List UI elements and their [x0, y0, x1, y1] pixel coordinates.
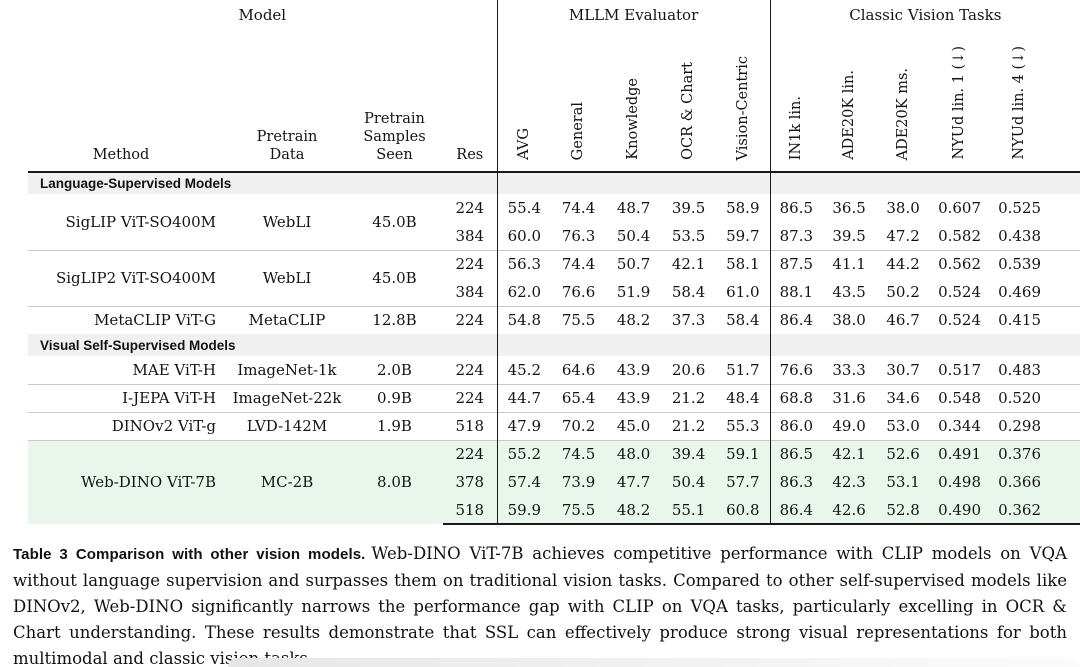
cell-nyud4: 0.525 — [998, 199, 1042, 217]
col-header-avg: AVG — [496, 26, 552, 173]
table-row-siglip2-224: SigLIP2 ViT-SO400M WebLI 45.0B 224 56.3 … — [28, 249, 1080, 306]
cell-knowledge: 48.7 — [616, 199, 651, 217]
cell-ocr: 39.5 — [671, 199, 706, 217]
group-header-model: Model — [238, 6, 287, 24]
table-row-webdino-378: 378 57.4 73.9 47.7 50.4 57.7 86.3 42.3 5… — [28, 468, 1080, 496]
cell-avg: 55.4 — [496, 194, 552, 222]
col-header-res: Res — [443, 26, 498, 173]
table-row-mae: MAE ViT-H ImageNet-1k 2.0B 224 45.2 64.6… — [28, 356, 1080, 384]
group-header-classic-vision-tasks: Classic Vision Tasks — [769, 0, 1080, 26]
table-caption: Table 3 Comparison with other vision mode… — [13, 541, 1067, 667]
group-header-mllm-evaluator: MLLM Evaluator — [496, 0, 771, 26]
section-label: Language-Supervised Models — [28, 172, 498, 194]
col-header-knowledge: Knowledge — [606, 26, 662, 173]
table-row-siglip-224: SigLIP ViT-SO400M WebLI 45.0B 224 55.4 7… — [28, 194, 1080, 231]
table-row-siglip2-384: 384 62.0 76.6 51.9 58.4 61.0 88.1 43.5 5… — [28, 278, 1080, 306]
res-cell: 518 — [443, 411, 498, 440]
comparison-table: Model MLLM Evaluator Classic Vision Task… — [28, 0, 1080, 525]
table-row-siglip-384: 384 60.0 76.3 50.4 53.5 59.7 87.3 39.5 4… — [28, 222, 1080, 250]
cell-ade-lin: 36.5 — [832, 199, 866, 217]
section-language-supervised: Language-Supervised Models — [28, 172, 1080, 194]
res-cell: 224 — [443, 439, 498, 468]
method-cell: SigLIP ViT-SO400M — [65, 212, 217, 231]
caption-label: Table 3 — [13, 546, 68, 563]
res-cell: 224 — [455, 360, 485, 379]
res-cell: 378 — [443, 468, 498, 496]
res-cell: 224 — [455, 199, 485, 217]
section-label: Visual Self-Supervised Models — [28, 334, 498, 356]
pretrain-data-cell: ImageNet-1k — [237, 360, 337, 379]
column-header-row: Method Pretrain Data Pretrain Samples Se… — [28, 26, 1080, 173]
samples-cell: 45.0B — [372, 212, 417, 231]
col-header-ade20k-ms: ADE20K ms. — [876, 26, 931, 173]
res-cell: 518 — [443, 496, 498, 525]
col-header-ade20k-lin: ADE20K lin. — [822, 26, 877, 173]
col-header-filler — [1050, 26, 1080, 173]
pretrain-data-cell: ImageNet-22k — [228, 383, 346, 412]
cell-vision: 58.9 — [726, 199, 760, 217]
pretrain-data-cell: MetaCLIP — [228, 305, 346, 334]
col-header-pretrain-samples-seen: Pretrain Samples Seen — [346, 26, 443, 173]
res-cell: 384 — [455, 282, 485, 301]
method-cell: MetaCLIP ViT-G — [28, 305, 228, 334]
col-header-general: General — [551, 26, 607, 173]
samples-cell: 45.0B — [346, 249, 443, 306]
col-header-vision-centric: Vision-Centric — [716, 26, 771, 173]
col-header-in1k-lin: IN1k lin. — [769, 26, 823, 173]
table-row-ijepa: I-JEPA ViT-H ImageNet-22k 0.9B 224 44.7 … — [28, 383, 1080, 412]
cell-ade-ms: 38.0 — [886, 199, 920, 217]
pretrain-data-cell: WebLI — [262, 212, 312, 231]
col-header-pretrain-data: Pretrain Data — [228, 26, 346, 173]
col-header-nyud-lin-1: NYUd lin. 1 (↓) — [930, 26, 990, 173]
column-group-header-row: Model MLLM Evaluator Classic Vision Task… — [28, 0, 1080, 26]
samples-cell: 12.8B — [346, 305, 443, 334]
cell-nyud1: 0.607 — [938, 199, 982, 217]
table-row-webdino-224: Web-DINO ViT-7B MC-2B 8.0B 224 55.2 74.5… — [28, 439, 1080, 524]
pretrain-data-cell: LVD-142M — [228, 411, 346, 440]
res-cell: 224 — [443, 249, 498, 278]
samples-cell: 8.0B — [346, 439, 443, 524]
col-header-nyud-lin-4: NYUd lin. 4 (↓) — [989, 26, 1051, 173]
caption-body: Web-DINO ViT-7B achieves competitive per… — [13, 544, 1067, 667]
pretrain-data-cell: WebLI — [228, 249, 346, 306]
table-row-webdino-518: 518 59.9 75.5 48.2 55.1 60.8 86.4 42.6 5… — [28, 496, 1080, 525]
method-cell: MAE ViT-H — [132, 360, 217, 379]
method-cell: I-JEPA ViT-H — [28, 383, 228, 412]
section-visual-self-supervised: Visual Self-Supervised Models — [28, 334, 1080, 356]
samples-cell: 2.0B — [377, 360, 412, 379]
pretrain-data-cell: MC-2B — [228, 439, 346, 524]
col-header-method: Method — [28, 26, 228, 173]
method-cell: Web-DINO ViT-7B — [28, 439, 228, 524]
res-cell: 224 — [443, 305, 498, 334]
method-cell: SigLIP2 ViT-SO400M — [28, 249, 228, 306]
samples-cell: 0.9B — [346, 383, 443, 412]
res-cell: 384 — [455, 226, 485, 245]
cell-in1k: 86.5 — [769, 194, 823, 222]
res-cell: 224 — [443, 383, 498, 412]
col-header-ocr-chart: OCR & Chart — [661, 26, 717, 173]
bottom-window-edge — [228, 658, 1080, 667]
caption-title: Comparison with other vision models. — [75, 546, 366, 563]
table-row-metaclip: MetaCLIP ViT-G MetaCLIP 12.8B 224 54.8 7… — [28, 305, 1080, 334]
cell-general: 74.4 — [561, 199, 596, 217]
method-cell: DINOv2 ViT-g — [28, 411, 228, 440]
samples-cell: 1.9B — [346, 411, 443, 440]
table-row-dinov2: DINOv2 ViT-g LVD-142M 1.9B 518 47.9 70.2… — [28, 411, 1080, 440]
